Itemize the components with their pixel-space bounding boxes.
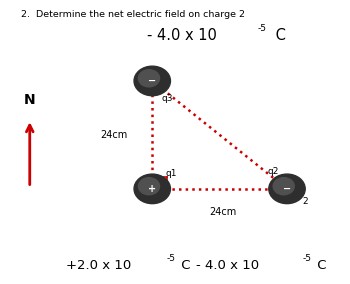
Text: q2: q2 bbox=[268, 167, 279, 176]
Text: - 4.0 x 10: - 4.0 x 10 bbox=[196, 259, 259, 272]
Circle shape bbox=[134, 174, 170, 204]
Text: 2: 2 bbox=[303, 197, 308, 206]
Text: −: − bbox=[148, 76, 156, 86]
Circle shape bbox=[273, 178, 294, 195]
Text: +2.0 x 10: +2.0 x 10 bbox=[66, 259, 132, 272]
Text: 24cm: 24cm bbox=[100, 130, 127, 140]
Text: 24cm: 24cm bbox=[210, 206, 237, 217]
Text: -5: -5 bbox=[303, 254, 312, 263]
Text: q3: q3 bbox=[161, 94, 173, 103]
Circle shape bbox=[138, 178, 160, 195]
Circle shape bbox=[134, 66, 170, 96]
Text: 2.  Determine the net electric field on charge 2: 2. Determine the net electric field on c… bbox=[21, 10, 245, 19]
Text: -5: -5 bbox=[257, 24, 266, 33]
Text: C: C bbox=[313, 259, 327, 272]
Text: C: C bbox=[271, 28, 286, 43]
Text: −: − bbox=[283, 184, 291, 194]
Text: +: + bbox=[148, 184, 156, 194]
Text: - 4.0 x 10: - 4.0 x 10 bbox=[147, 28, 217, 43]
Circle shape bbox=[269, 174, 305, 204]
Text: N: N bbox=[24, 93, 36, 106]
Text: C: C bbox=[177, 259, 190, 272]
Text: -5: -5 bbox=[166, 254, 175, 263]
Text: q1: q1 bbox=[166, 168, 177, 178]
Circle shape bbox=[138, 70, 160, 87]
